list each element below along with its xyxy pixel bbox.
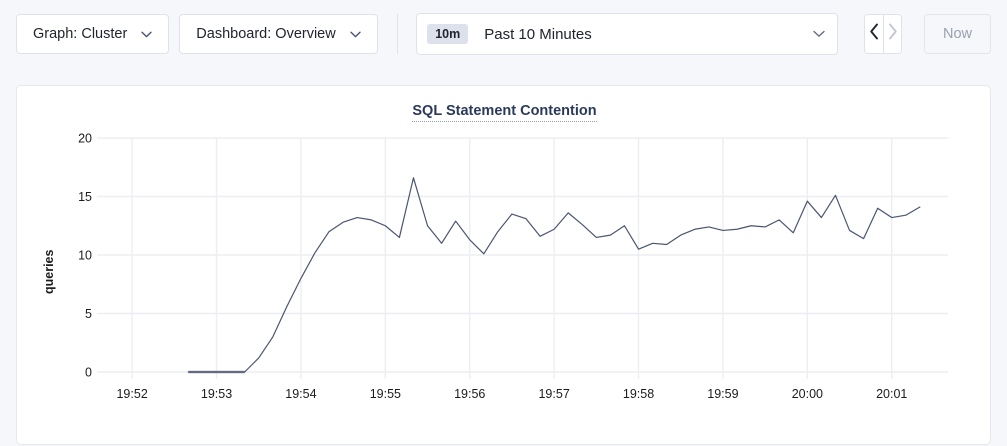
chevron-down-icon <box>350 31 361 38</box>
graph-selector-label: Graph: Cluster <box>33 26 127 42</box>
dashboard-selector[interactable]: Dashboard: Overview <box>179 14 377 54</box>
now-button[interactable]: Now <box>924 14 991 54</box>
time-range-select[interactable]: 10m Past 10 Minutes <box>416 13 838 55</box>
y-tick-label: 15 <box>78 190 92 204</box>
x-tick-label: 19:57 <box>538 387 569 401</box>
x-tick-label: 19:55 <box>370 387 401 401</box>
x-tick-label: 19:58 <box>623 387 654 401</box>
x-tick-label: 20:01 <box>876 387 907 401</box>
chevron-left-icon <box>869 23 880 45</box>
y-tick-label: 10 <box>78 249 92 263</box>
x-tick-label: 19:59 <box>707 387 738 401</box>
dashboard-selector-label: Dashboard: Overview <box>196 26 335 42</box>
chevron-down-icon <box>813 30 825 38</box>
y-tick-label: 20 <box>78 132 92 146</box>
time-range-label: Past 10 Minutes <box>484 26 813 43</box>
y-tick-label: 0 <box>85 366 92 380</box>
x-tick-label: 19:53 <box>201 387 232 401</box>
x-tick-label: 19:54 <box>285 387 316 401</box>
graph-selector[interactable]: Graph: Cluster <box>16 14 169 54</box>
y-tick-label: 5 <box>85 307 92 321</box>
x-tick-label: 19:52 <box>116 387 147 401</box>
x-tick-label: 20:00 <box>792 387 823 401</box>
x-tick-label: 19:56 <box>454 387 485 401</box>
chevron-right-icon <box>887 23 898 45</box>
toolbar: Graph: Cluster Dashboard: Overview 10m P… <box>0 0 1007 68</box>
time-range-next-button[interactable] <box>883 15 901 53</box>
time-nav-group <box>864 14 902 54</box>
chevron-down-icon <box>141 31 152 38</box>
chart-svg: 0 5 10 15 20 19:52 19:53 19:54 19:55 19:56 19:57 19… <box>17 86 992 446</box>
y-axis-title: queries <box>42 250 56 294</box>
time-range-badge: 10m <box>427 24 468 45</box>
chart-plot-area: 0 5 10 15 20 19:52 19:53 19:54 19:55 19:56 19:57 19… <box>17 86 992 446</box>
time-range-prev-button[interactable] <box>865 15 883 53</box>
